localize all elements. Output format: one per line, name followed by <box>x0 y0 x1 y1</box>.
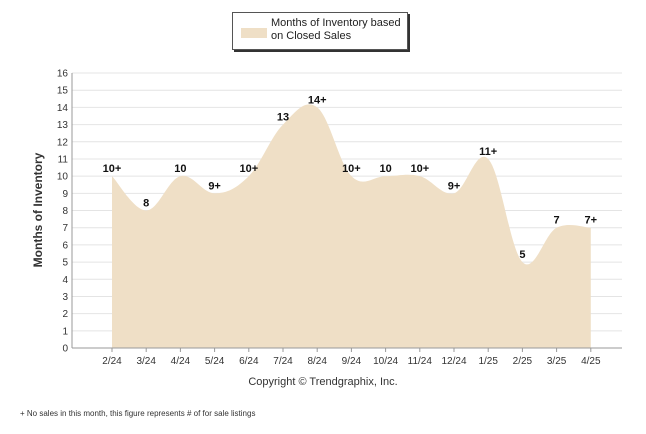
x-tick-label: 2/24 <box>102 356 122 367</box>
legend: Months of Inventory based on Closed Sale… <box>232 12 408 50</box>
data-label: 9+ <box>208 180 221 192</box>
y-tick-label: 12 <box>57 137 69 148</box>
y-tick-label: 11 <box>58 154 69 165</box>
data-label: 8 <box>143 198 149 210</box>
legend-swatch <box>241 28 267 38</box>
x-tick-label: 2/25 <box>513 356 533 367</box>
x-tick-label: 4/24 <box>171 356 191 367</box>
y-tick-label: 3 <box>62 292 68 303</box>
data-label: 7 <box>554 215 560 227</box>
data-label: 10+ <box>342 163 361 175</box>
y-axis-label: Months of Inventory <box>31 152 45 267</box>
data-label: 11+ <box>479 146 497 158</box>
y-tick-label: 2 <box>62 309 68 320</box>
data-label: 5 <box>519 249 525 261</box>
x-tick-label: 5/24 <box>205 356 225 367</box>
y-tick-label: 1 <box>62 326 68 337</box>
data-label: 10+ <box>239 163 258 175</box>
data-label: 10 <box>379 163 391 175</box>
data-label: 7+ <box>585 215 598 227</box>
y-tick-label: 13 <box>57 120 69 131</box>
x-tick-label: 9/24 <box>342 356 362 367</box>
y-tick-label: 15 <box>57 86 69 97</box>
x-tick-label: 12/24 <box>441 356 466 367</box>
x-tick-label: 11/24 <box>408 356 433 367</box>
x-tick-label: 4/25 <box>581 356 601 367</box>
data-label: 10+ <box>103 163 122 175</box>
x-tick-label: 3/25 <box>547 356 567 367</box>
x-tick-label: 3/24 <box>136 356 156 367</box>
y-tick-label: 14 <box>57 103 69 114</box>
axes <box>71 73 622 349</box>
data-label: 10+ <box>410 163 429 175</box>
data-label: 14+ <box>308 94 327 106</box>
x-tick-label: 6/24 <box>239 356 259 367</box>
y-tick-label: 10 <box>57 172 69 183</box>
legend-label: Months of Inventory based on Closed Sale… <box>271 17 401 42</box>
data-label: 13 <box>277 112 289 124</box>
y-tick-label: 8 <box>62 206 68 217</box>
area-series <box>112 104 591 348</box>
data-label: 10 <box>174 163 186 175</box>
y-tick-label: 4 <box>62 275 68 286</box>
x-tick-labels: 2/24 3/24 4/24 5/24 6/24 7/24 8/24 9/24 10/24 11/… <box>102 348 601 367</box>
y-tick-label: 9 <box>62 189 68 200</box>
x-tick-label: 7/24 <box>273 356 293 367</box>
y-tick-label: 16 <box>57 69 69 80</box>
y-tick-label: 7 <box>62 223 68 234</box>
y-tick-label: 5 <box>62 258 68 269</box>
footnote: + No sales in this month, this figure re… <box>20 409 256 418</box>
x-tick-label: 8/24 <box>307 356 327 367</box>
y-tick-label: 0 <box>62 344 68 355</box>
x-tick-label: 1/25 <box>478 356 498 367</box>
data-labels: 10+ 8 10 9+ 10+ 13 14+ 10+ 10 10+ 9+ 11+ 5 7 7+ <box>103 94 597 261</box>
y-tick-label: 6 <box>62 240 68 251</box>
x-tick-label: 10/24 <box>373 356 398 367</box>
data-label: 9+ <box>448 180 461 192</box>
copyright-text: Copyright © Trendgraphix, Inc. <box>248 376 398 388</box>
